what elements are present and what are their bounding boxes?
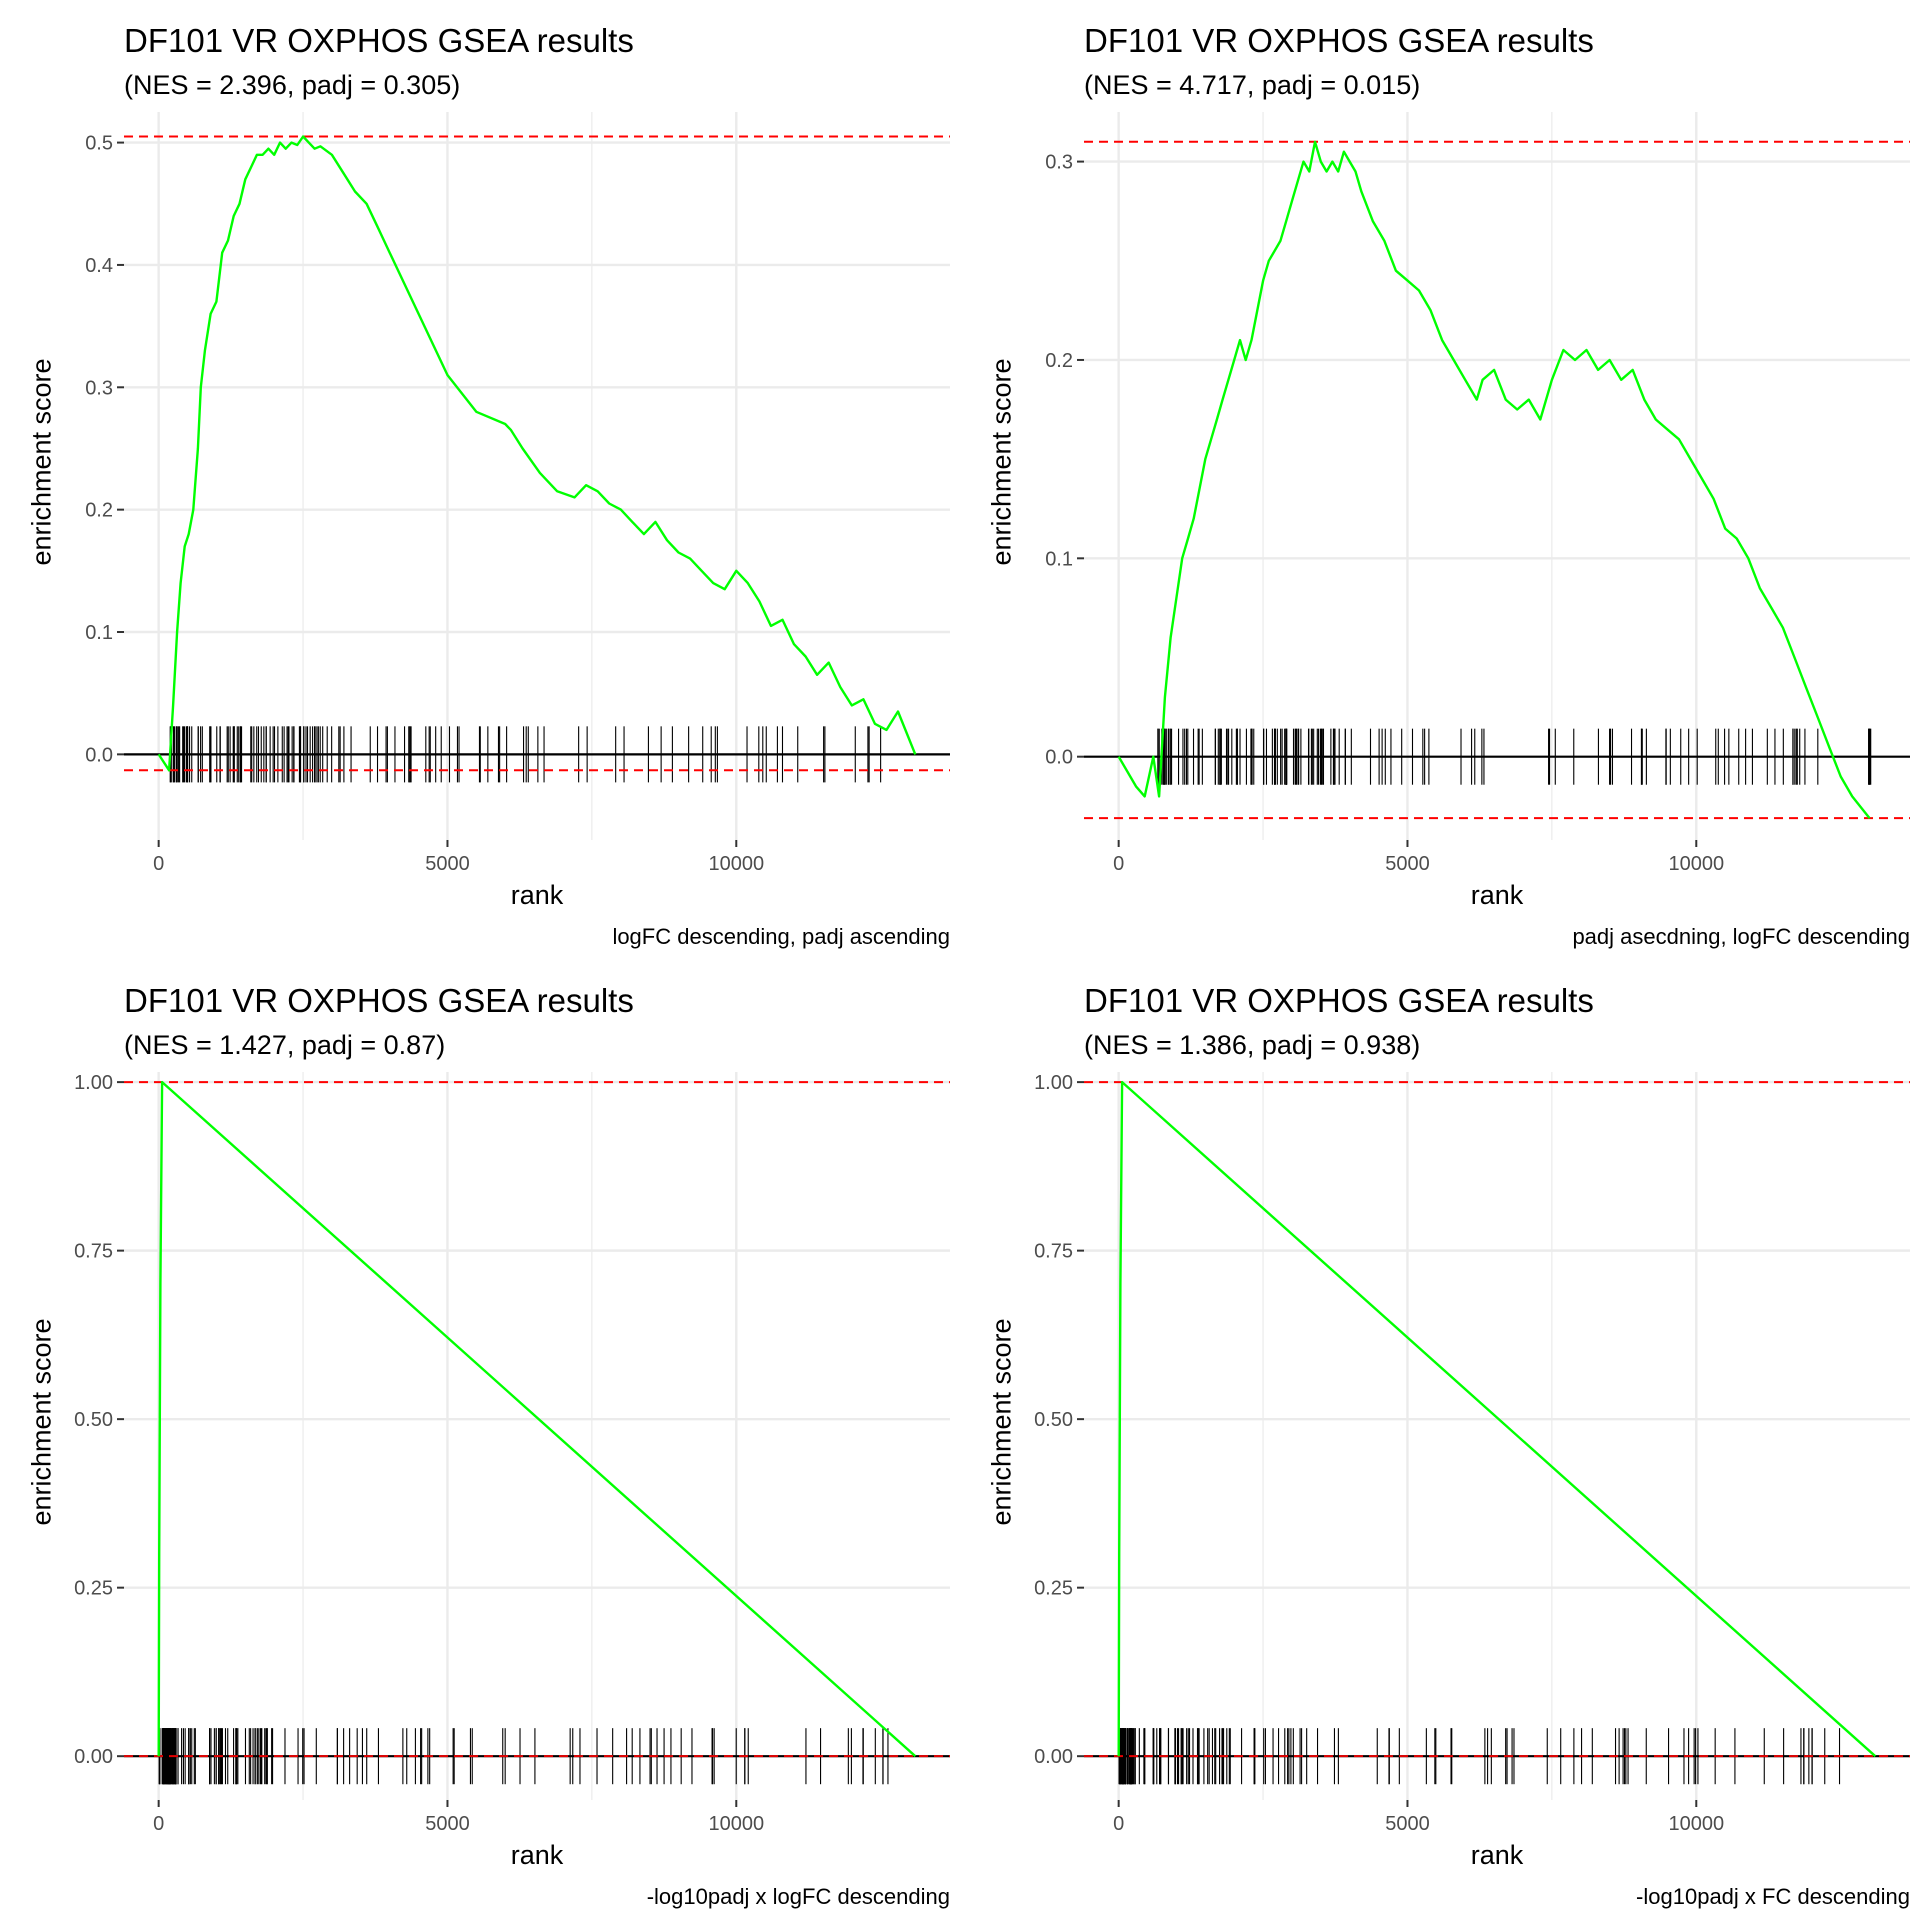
y-tick-label: 1.00 [74,1072,113,1094]
plot-subtitle: (NES = 1.386, padj = 0.938) [1084,1030,1421,1060]
plot-area: 0.00 0.25 0.50 0.75 1.00 0 5000 10000 [1034,1072,1910,1835]
enrichment-curve [157,135,917,772]
plot-subtitle: (NES = 2.396, padj = 0.305) [124,70,461,100]
y-tick-label: 0.00 [74,1746,113,1768]
plot-caption: -log10padj x logFC descending [646,1884,950,1909]
x-tick-label: 0 [153,1813,164,1835]
plot-title: DF101 VR OXPHOS GSEA results [124,22,634,59]
y-tick-label: 0.5 [85,133,113,155]
y-tick-label: 0.3 [85,377,113,399]
y-tick-label: 1.00 [1034,1072,1073,1094]
x-axis-label: rank [1470,1840,1524,1870]
x-tick-label: 10000 [708,853,764,875]
y-tick-label: 0.75 [74,1241,113,1263]
y-axis-label: enrichment score [26,1318,57,1526]
x-tick-label: 5000 [1385,1813,1430,1835]
x-axis-label: rank [1470,880,1524,910]
y-tick-label: 0.00 [1034,1746,1073,1768]
y-tick-label: 0.50 [74,1409,113,1431]
y-tick-label: 0.50 [1034,1409,1073,1431]
plot-area: 0.0 0.1 0.2 0.3 0 5000 10000 [1045,112,1910,875]
x-tick-label: 5000 [425,853,470,875]
enrichment-curve [157,1080,917,1758]
y-tick-label: 0.0 [1045,747,1073,769]
y-tick-label: 0.2 [85,500,113,522]
plot-panel-1: DF101 VR OXPHOS GSEA results (NES = 2.39… [0,0,960,960]
y-tick-label: 0.4 [85,255,113,277]
plot-title: DF101 VR OXPHOS GSEA results [124,982,634,1019]
x-tick-label: 5000 [1385,853,1430,875]
y-tick-label: 0.3 [1045,152,1073,174]
y-tick-label: 0.1 [85,622,113,644]
x-axis-label: rank [510,1840,564,1870]
y-tick-label: 0.1 [1045,548,1073,570]
plot-title: DF101 VR OXPHOS GSEA results [1084,982,1594,1019]
y-tick-label: 0.75 [1034,1241,1073,1263]
y-tick-label: 0.0 [85,744,113,766]
y-axis-label: enrichment score [986,358,1017,566]
y-axis-label: enrichment score [986,1318,1017,1526]
x-axis-label: rank [510,880,564,910]
x-tick-label: 0 [1113,853,1124,875]
plot-panel-3: DF101 VR OXPHOS GSEA results (NES = 1.42… [0,960,960,1920]
x-tick-label: 0 [1113,1813,1124,1835]
plot-area: 0.0 0.1 0.2 0.3 0.4 0.5 0 5000 10000 [85,112,950,875]
x-tick-label: 10000 [708,1813,764,1835]
y-axis-label: enrichment score [26,358,57,566]
y-tick-label: 0.2 [1045,350,1073,372]
plot-subtitle: (NES = 1.427, padj = 0.87) [124,1030,446,1060]
plot-title: DF101 VR OXPHOS GSEA results [1084,22,1594,59]
y-tick-label: 0.25 [74,1578,113,1600]
x-tick-label: 0 [153,853,164,875]
plot-caption: padj asecdning, logFC descending [1572,924,1910,949]
x-tick-label: 10000 [1668,853,1724,875]
enrichment-curve [1117,140,1871,819]
plot-subtitle: (NES = 4.717, padj = 0.015) [1084,70,1421,100]
plot-area: 0.00 0.25 0.50 0.75 1.00 0 5000 10000 [74,1072,950,1835]
x-tick-label: 5000 [425,1813,470,1835]
plot-panel-2: DF101 VR OXPHOS GSEA results (NES = 4.71… [960,0,1920,960]
plot-caption: logFC descending, padj ascending [612,924,950,949]
plot-panel-4: DF101 VR OXPHOS GSEA results (NES = 1.38… [960,960,1920,1920]
plot-caption: -log10padj x FC descending [1636,1884,1910,1909]
x-tick-label: 10000 [1668,1813,1724,1835]
y-tick-label: 0.25 [1034,1578,1073,1600]
enrichment-curve [1117,1080,1877,1758]
